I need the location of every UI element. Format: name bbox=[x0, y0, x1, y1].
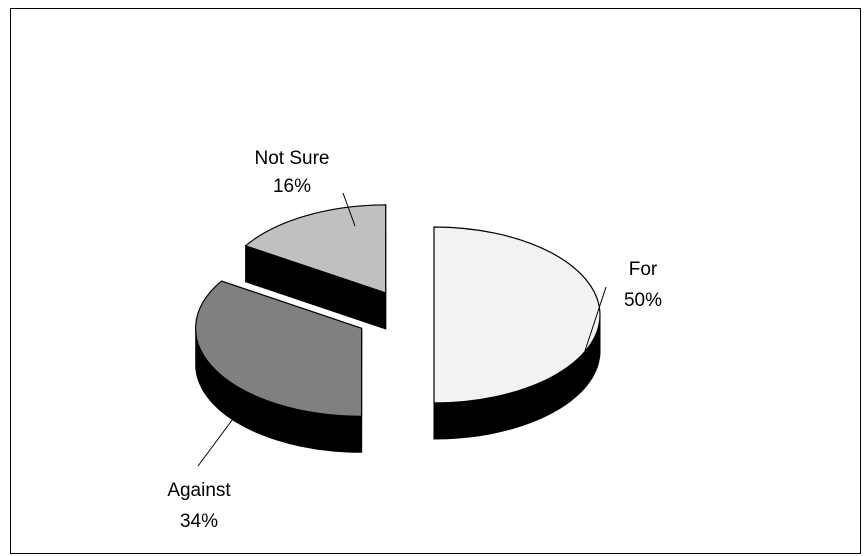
slice-for bbox=[433, 226, 601, 404]
leader-lines bbox=[197, 192, 607, 467]
leader-not-sure bbox=[342, 192, 356, 227]
pie-slices bbox=[195, 204, 601, 453]
slice-label-against: Against bbox=[167, 480, 231, 501]
slice-not-sure bbox=[244, 204, 387, 294]
slice-label-not-sure: Not Sure bbox=[255, 148, 330, 169]
slice-label-for: For bbox=[629, 259, 658, 280]
leader-for bbox=[579, 286, 607, 367]
slice-value-for: 50% bbox=[624, 290, 662, 311]
slice-against bbox=[195, 280, 363, 417]
slice-value-against: 34% bbox=[180, 511, 218, 532]
leader-against bbox=[197, 403, 245, 467]
slice-value-not-sure: 16% bbox=[273, 176, 311, 197]
